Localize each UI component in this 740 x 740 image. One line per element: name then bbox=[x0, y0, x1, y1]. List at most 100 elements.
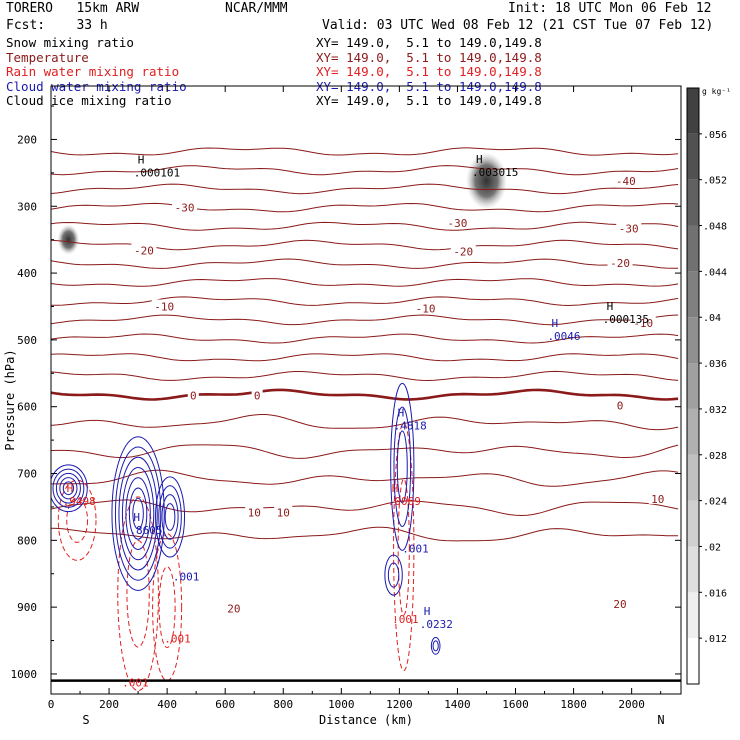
south-end-label: S bbox=[82, 713, 89, 727]
cloud-water-contour bbox=[164, 503, 176, 531]
maximum-value-label: .4818 bbox=[394, 420, 427, 433]
isotherm-label-bg bbox=[151, 299, 177, 312]
colorbar-tick-label: .04 bbox=[703, 313, 721, 324]
maximum-value-label: .0069 bbox=[388, 495, 421, 508]
maximum-value-label: .9498 bbox=[63, 495, 96, 508]
isotherm-label-bg bbox=[274, 505, 293, 518]
cloud-water-contour bbox=[155, 476, 186, 558]
colorbar-tick-label: .028 bbox=[703, 451, 727, 462]
valid-time: Valid: 03 UTC Wed 08 Feb 12 (21 CST Tue … bbox=[322, 18, 714, 33]
rain-water-contour bbox=[126, 539, 150, 648]
colorbar-segment bbox=[687, 500, 699, 547]
contour-value-label: .001 bbox=[173, 570, 200, 583]
isotherm-label-bg bbox=[413, 301, 439, 314]
isotherm-label-bg bbox=[630, 316, 656, 329]
x-axis-label: Distance (km) bbox=[319, 713, 413, 727]
y-tick-label: 700 bbox=[17, 468, 37, 481]
temperature-isotherm bbox=[51, 333, 679, 344]
isotherm-label: -30 bbox=[448, 217, 468, 230]
isotherm-label-bg bbox=[611, 596, 630, 609]
temperature-isotherm bbox=[51, 147, 679, 156]
contour-value-label: .001 bbox=[122, 677, 148, 690]
cloud-water-contour bbox=[128, 487, 148, 540]
rain-water-contour bbox=[158, 566, 176, 649]
isotherm-label-bg bbox=[607, 256, 633, 269]
isotherm-label: -40 bbox=[616, 175, 636, 188]
maximum-marker: H bbox=[551, 317, 558, 330]
temperature-isotherm bbox=[51, 296, 679, 306]
temperature-isotherm bbox=[51, 444, 679, 459]
isotherm-label-bg bbox=[187, 388, 199, 401]
x-tick-label: 200 bbox=[99, 698, 119, 711]
cloud-water-contour bbox=[118, 456, 158, 571]
rain-water-contour bbox=[393, 422, 415, 672]
maximum-marker: H bbox=[392, 482, 399, 495]
colorbar-unit-label: g kg⁻¹ bbox=[702, 87, 731, 96]
cloud-water-contour bbox=[432, 640, 439, 652]
rain-water-contour bbox=[57, 479, 97, 561]
colorbar-tick-label: .032 bbox=[703, 405, 727, 416]
isotherm-label: 10 bbox=[248, 506, 261, 519]
isotherm-label-bg bbox=[614, 398, 626, 411]
maximum-marker: H bbox=[138, 154, 145, 167]
isotherm-label-bg bbox=[224, 601, 243, 614]
temperature-isotherm bbox=[51, 370, 679, 381]
isotherm-label: 0 bbox=[617, 399, 624, 412]
legend-entry: Snow mixing ratio bbox=[6, 35, 134, 50]
y-tick-label: 300 bbox=[17, 200, 37, 213]
rain-water-contour bbox=[397, 478, 410, 616]
rain-water-contour bbox=[117, 496, 159, 692]
colorbar-segment bbox=[687, 271, 699, 318]
isotherm-label-bg bbox=[172, 200, 198, 213]
isotherm-label: 10 bbox=[277, 506, 290, 519]
isotherm-label: -30 bbox=[175, 202, 195, 215]
temperature-isotherm bbox=[51, 165, 679, 176]
colorbar-tick-label: .036 bbox=[703, 359, 727, 370]
maximum-value-label: .003015 bbox=[472, 166, 518, 179]
cloud-water-contour bbox=[393, 406, 412, 527]
colorbar-tick-label: .044 bbox=[703, 267, 727, 278]
cloud-water-contour bbox=[111, 436, 165, 591]
center-title: NCAR/MMM bbox=[225, 1, 288, 16]
colorbar-tick-label: .056 bbox=[703, 130, 727, 141]
cloud-water-contour bbox=[161, 494, 179, 540]
isotherm-label: 10 bbox=[651, 493, 664, 506]
isotherm-label: -10 bbox=[154, 300, 174, 313]
init-time: Init: 18 UTC Mon 06 Feb 12 bbox=[508, 1, 712, 16]
temperature-isotherm bbox=[51, 278, 679, 287]
colorbar-segment bbox=[687, 179, 699, 226]
cloud-water-contour bbox=[59, 477, 78, 500]
colorbar-segment bbox=[687, 638, 699, 684]
isotherm-label-bg bbox=[616, 221, 642, 234]
x-tick-label: 1600 bbox=[502, 698, 529, 711]
legend-entry: Cloud ice mixing ratio bbox=[6, 93, 172, 109]
temperature-isotherm bbox=[51, 414, 679, 431]
maximum-marker: H bbox=[67, 482, 74, 495]
temperature-isotherm bbox=[51, 183, 679, 195]
isotherm-label: 0 bbox=[254, 389, 261, 402]
isotherm-label: 20 bbox=[227, 602, 240, 615]
x-tick-label: 800 bbox=[273, 698, 293, 711]
isotherm-label: 20 bbox=[613, 598, 626, 611]
colorbar-segment bbox=[687, 317, 699, 364]
cloud-water-contour bbox=[396, 430, 408, 504]
cloud-water-contour bbox=[390, 382, 415, 551]
maximum-value-label: .000135 bbox=[603, 313, 649, 326]
cloud-water-contour bbox=[51, 464, 88, 513]
colorbar-segment bbox=[687, 225, 699, 272]
legend-cross-section-coords: XY= 149.0, 5.1 to 149.0,149.8 bbox=[316, 64, 542, 80]
cloud-ice-shading bbox=[57, 224, 80, 255]
x-tick-label: 1400 bbox=[444, 698, 471, 711]
cloud-water-contour bbox=[384, 554, 403, 596]
isotherm-label: -10 bbox=[633, 317, 653, 330]
maximum-value-label: .0232 bbox=[420, 618, 453, 631]
isotherm-label-bg bbox=[131, 243, 157, 256]
cloud-water-contour bbox=[52, 468, 85, 508]
maximum-marker: H bbox=[607, 300, 614, 313]
colorbar-segment bbox=[687, 133, 699, 180]
colorbar-tick-label: .052 bbox=[703, 176, 727, 187]
colorbar-tick-label: .024 bbox=[703, 497, 727, 508]
cloud-water-contour bbox=[125, 477, 151, 550]
maximum-value-label: .000101 bbox=[134, 167, 180, 180]
